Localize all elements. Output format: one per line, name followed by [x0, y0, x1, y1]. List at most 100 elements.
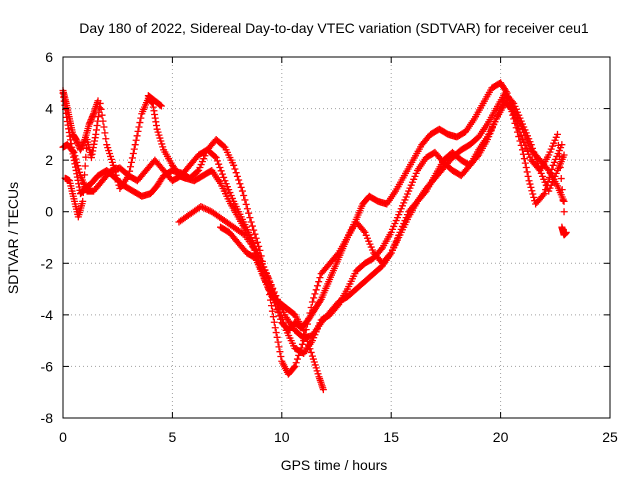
data-point-marker	[127, 163, 135, 171]
data-point-marker	[558, 186, 566, 194]
data-point-marker	[360, 227, 368, 235]
data-point-marker	[539, 191, 547, 199]
y-axis-label: SDTVAR / TECUs	[5, 182, 21, 294]
data-point-marker	[275, 312, 283, 320]
data-point-marker	[231, 165, 239, 173]
data-point-marker	[277, 352, 285, 360]
data-point-marker	[79, 189, 87, 197]
data-point-marker	[531, 152, 539, 160]
data-point-marker	[134, 127, 142, 135]
data-point-marker	[132, 136, 140, 144]
data-point-marker	[97, 105, 105, 113]
data-point-marker	[272, 329, 280, 337]
y-tick-label: 6	[45, 49, 53, 65]
data-point-marker	[515, 124, 523, 132]
data-point-marker	[553, 130, 561, 138]
data-point-marker	[527, 141, 535, 149]
data-point-marker	[235, 176, 243, 184]
data-point-marker	[216, 164, 224, 172]
y-tick-label: -2	[41, 255, 54, 271]
data-point-marker	[473, 152, 481, 160]
data-point-marker	[558, 141, 566, 149]
data-point-marker	[307, 348, 315, 356]
x-axis-label: GPS time / hours	[281, 457, 388, 473]
data-point-marker	[518, 146, 526, 154]
data-point-marker	[525, 177, 533, 185]
data-point-marker	[316, 297, 324, 305]
data-point-marker	[70, 148, 78, 156]
satellite-track-4	[175, 89, 568, 342]
data-point-marker	[298, 340, 306, 348]
data-point-marker	[245, 209, 253, 217]
data-point-marker	[135, 123, 143, 131]
data-point-marker	[303, 337, 311, 345]
data-point-marker	[521, 159, 529, 167]
data-point-marker	[136, 119, 144, 127]
data-point-marker	[157, 101, 165, 109]
data-point-marker	[532, 155, 540, 163]
data-point-marker	[220, 173, 228, 181]
data-point-marker	[251, 230, 259, 238]
data-point-marker	[72, 155, 80, 163]
data-point-marker	[113, 175, 121, 183]
data-point-marker	[232, 169, 240, 177]
data-point-marker	[205, 206, 213, 214]
data-point-marker	[247, 218, 255, 226]
data-point-marker	[290, 364, 298, 372]
data-point-marker	[127, 158, 135, 166]
data-point-marker	[559, 197, 567, 205]
data-point-marker	[203, 206, 211, 214]
data-point-marker	[544, 178, 552, 186]
data-point-marker	[99, 117, 107, 125]
data-point-marker	[528, 187, 536, 195]
data-point-marker	[81, 171, 89, 179]
data-point-marker	[253, 250, 261, 258]
data-point-marker	[560, 197, 568, 205]
data-point-marker	[557, 175, 565, 183]
data-point-marker	[236, 180, 244, 188]
y-tick-label: 4	[45, 101, 53, 117]
data-point-marker	[311, 290, 319, 298]
data-point-marker	[202, 205, 210, 213]
data-point-marker	[530, 193, 538, 201]
data-point-marker	[218, 170, 226, 178]
data-point-marker	[272, 302, 280, 310]
data-point-marker	[69, 147, 77, 155]
y-tick-label: -4	[41, 307, 54, 323]
data-point-marker	[112, 171, 120, 179]
plot-frame	[62, 56, 611, 419]
data-point-marker	[560, 208, 568, 216]
data-point-marker	[94, 97, 102, 105]
data-point-marker	[316, 274, 324, 282]
data-point-marker	[253, 238, 261, 246]
data-point-marker	[238, 187, 246, 195]
data-point-marker	[319, 386, 327, 394]
data-point-marker	[133, 132, 141, 140]
data-points	[59, 79, 570, 394]
data-point-marker	[274, 338, 282, 346]
data-point-marker	[293, 355, 301, 363]
data-point-marker	[111, 168, 119, 176]
data-point-marker	[102, 135, 110, 143]
data-point-marker	[74, 162, 82, 170]
data-point-marker	[242, 200, 250, 208]
data-point-marker	[73, 158, 81, 166]
chart-title: Day 180 of 2022, Sidereal Day-to-day VTE…	[79, 20, 589, 36]
data-point-marker	[109, 161, 117, 169]
data-point-marker	[533, 159, 541, 167]
data-point-marker	[129, 150, 137, 158]
data-point-marker	[276, 348, 284, 356]
data-point-marker	[98, 111, 106, 119]
x-tick-label: 5	[169, 429, 177, 445]
data-point-marker	[508, 98, 516, 106]
data-point-marker	[377, 245, 385, 253]
data-point-marker	[291, 362, 299, 370]
data-point-marker	[270, 318, 278, 326]
data-point-marker	[193, 168, 201, 176]
data-point-marker	[516, 128, 524, 136]
data-point-marker	[101, 129, 109, 137]
data-point-marker	[81, 162, 89, 170]
data-point-marker	[268, 307, 276, 315]
data-point-marker	[524, 172, 532, 180]
